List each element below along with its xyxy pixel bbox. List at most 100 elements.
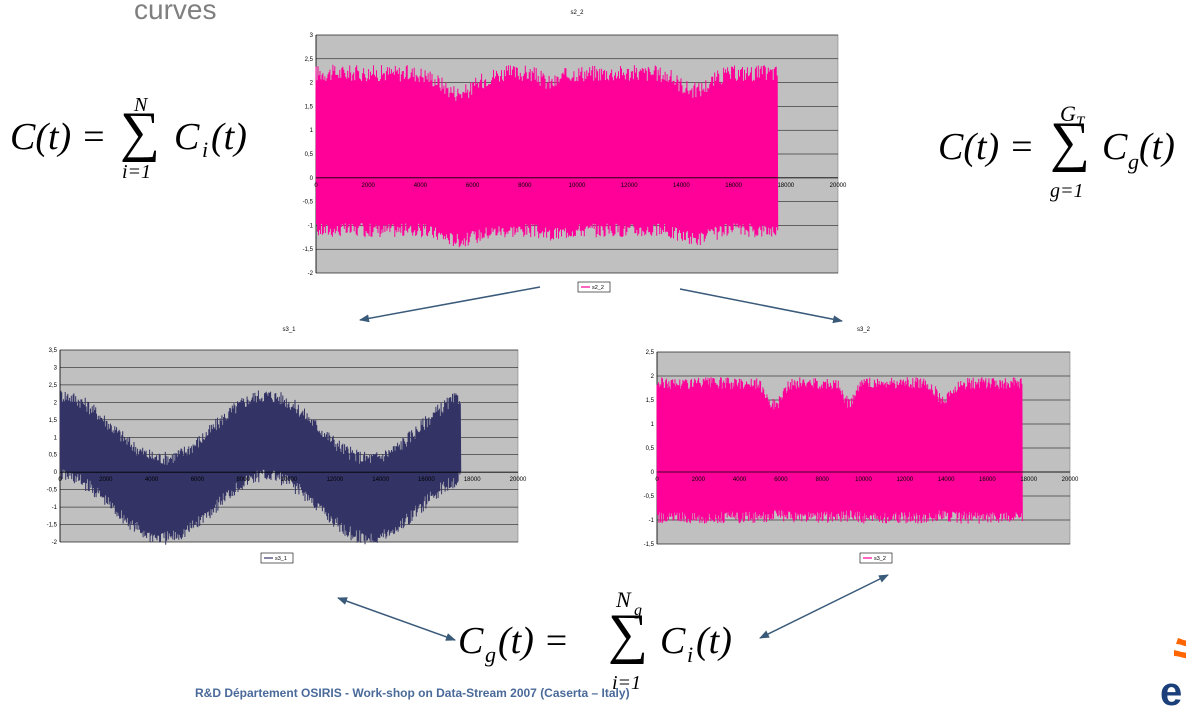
x-tick-label: 16000 bbox=[725, 183, 742, 189]
formula-bottom-top-sub: g bbox=[634, 602, 642, 619]
x-tick-label: 2000 bbox=[99, 477, 113, 483]
y-tick-label: 2,5 bbox=[49, 383, 58, 389]
edf-logo-icon bbox=[1174, 638, 1186, 659]
formula-bottom-lhs: C bbox=[458, 620, 484, 662]
x-tick-label: 4000 bbox=[733, 477, 747, 483]
x-tick-label: 0 bbox=[314, 183, 318, 189]
y-tick-label: 1 bbox=[54, 435, 58, 441]
x-tick-label: 12000 bbox=[621, 183, 638, 189]
x-tick-label: 2000 bbox=[362, 183, 376, 189]
y-tick-label: 2,5 bbox=[305, 57, 314, 63]
x-tick-label: 10000 bbox=[855, 477, 872, 483]
x-tick-label: 4000 bbox=[145, 477, 159, 483]
series-line bbox=[315, 64, 779, 248]
formula-right: C(t) = G T ∑ g=1 C g (t) bbox=[938, 100, 1186, 210]
y-tick-label: 0 bbox=[310, 176, 314, 182]
slide-footer: R&D Département OSIRIS - Work-shop on Da… bbox=[195, 686, 630, 700]
formula-bottom-term: C bbox=[660, 620, 686, 662]
x-tick-label: 16000 bbox=[979, 477, 996, 483]
x-tick-label: 8000 bbox=[816, 477, 830, 483]
formula-right-bottom: g=1 bbox=[1050, 180, 1084, 202]
x-tick-label: 0 bbox=[655, 477, 659, 483]
x-tick-label: 14000 bbox=[938, 477, 955, 483]
formula-left-top: N bbox=[134, 94, 148, 116]
formula-bottom-lhs-tail: (t) = bbox=[498, 620, 570, 662]
y-tick-label: 0 bbox=[54, 470, 58, 476]
formula-bottom-lhs-sub: g bbox=[485, 642, 496, 667]
legend-box bbox=[260, 552, 294, 564]
y-tick-label: -2 bbox=[52, 540, 58, 546]
y-tick-label: 2 bbox=[651, 374, 655, 380]
y-tick-label: -1 bbox=[649, 518, 655, 524]
y-tick-label: 0,5 bbox=[49, 453, 58, 459]
y-tick-label: -1,5 bbox=[644, 542, 655, 548]
x-tick-label: 0 bbox=[58, 477, 62, 483]
arrow-top-to-left bbox=[359, 286, 541, 323]
y-tick-label: 1 bbox=[310, 128, 314, 134]
x-tick-label: 6000 bbox=[466, 183, 480, 189]
y-tick-label: -0,5 bbox=[644, 494, 655, 500]
x-tick-label: 18000 bbox=[464, 477, 481, 483]
y-tick-label: 1,5 bbox=[49, 418, 58, 424]
y-tick-label: 2 bbox=[310, 81, 314, 87]
x-tick-label: 16000 bbox=[418, 477, 435, 483]
formula-left-term-tail: (t) bbox=[211, 116, 247, 158]
formula-right-top: G bbox=[1060, 101, 1076, 126]
chart-s3-2: s3_2 2,5 2 1,5 1 0,5 0 -0,5 -1 -1,5 0 2000 4000 6000 8… bbox=[644, 327, 1079, 564]
x-tick-label: 20000 bbox=[510, 477, 527, 483]
y-tick-label: -1 bbox=[308, 223, 314, 229]
y-tick-label: -1,5 bbox=[303, 247, 314, 253]
y-tick-label: 3 bbox=[54, 365, 58, 371]
legend-label: s3_2 bbox=[874, 556, 886, 562]
formula-bottom: C g (t) = N g ∑ i=1 C i (t) bbox=[458, 586, 748, 704]
formula-bottom-sum: ∑ bbox=[608, 603, 648, 665]
legend-box bbox=[859, 552, 893, 564]
x-tick-label: 10000 bbox=[281, 477, 298, 483]
formula-left: C(t) = N ∑ i=1 C i (t) bbox=[10, 94, 260, 185]
y-tick-label: -0,5 bbox=[303, 200, 314, 206]
x-tick-label: 12000 bbox=[896, 477, 913, 483]
formula-bottom-term-sub: i bbox=[687, 642, 694, 667]
x-tick-label: 18000 bbox=[1020, 477, 1037, 483]
y-tick-label: 2,5 bbox=[646, 350, 655, 356]
formula-right-term: C bbox=[1102, 126, 1128, 168]
x-tick-label: 12000 bbox=[326, 477, 343, 483]
x-tick-label: 20000 bbox=[1062, 477, 1079, 483]
x-tick-label: 2000 bbox=[692, 477, 706, 483]
chart-s3-1: s3_13,532,521,510,50-0,5-1-1,5-20 2000 400… bbox=[47, 327, 527, 564]
formula-left-lhs: C(t) = bbox=[10, 116, 107, 158]
chart-title: s3_2 bbox=[857, 327, 871, 333]
y-tick-label: 1,5 bbox=[646, 398, 655, 404]
x-tick-label: 18000 bbox=[777, 183, 794, 189]
legend-label: s3_1 bbox=[275, 556, 287, 562]
formula-left-sum: ∑ bbox=[120, 101, 160, 163]
edf-logo-letter: e bbox=[1160, 670, 1183, 714]
x-tick-label: 14000 bbox=[673, 183, 690, 189]
arrow-right-to-bottom bbox=[759, 574, 889, 639]
y-tick-label: 0,5 bbox=[305, 152, 314, 158]
chart-s2-2: s2_2 3 2,5 2 1,5 1 0,5 0 -0,5 -1 -1,5 -2 0 2000 4000 60… bbox=[303, 10, 847, 293]
arrow-left-to-bottom bbox=[337, 597, 456, 641]
formula-left-term-sub: i bbox=[202, 137, 209, 162]
x-tick-label: 14000 bbox=[372, 477, 389, 483]
y-tick-label: 0,5 bbox=[646, 446, 655, 452]
formula-right-term-sub: g bbox=[1128, 149, 1139, 174]
x-tick-label: 8000 bbox=[518, 183, 532, 189]
legend-box bbox=[577, 281, 611, 293]
x-tick-label: 6000 bbox=[191, 477, 205, 483]
formula-bottom-top: N bbox=[616, 587, 631, 612]
formula-bottom-bottom: i=1 bbox=[612, 672, 642, 694]
series-line bbox=[59, 390, 462, 545]
x-tick-label: 20000 bbox=[830, 183, 847, 189]
y-tick-label: -1,5 bbox=[47, 523, 58, 529]
formula-right-top-sub: T bbox=[1076, 114, 1085, 130]
chart-title: s3_1 bbox=[282, 327, 296, 333]
legend-label: s2_2 bbox=[592, 285, 604, 291]
formula-right-sum: ∑ bbox=[1050, 111, 1090, 173]
y-tick-label: 3 bbox=[310, 33, 314, 39]
x-tick-label: 8000 bbox=[237, 477, 251, 483]
y-tick-label: -1 bbox=[52, 505, 58, 511]
y-tick-label: 0 bbox=[651, 470, 655, 476]
x-tick-label: 10000 bbox=[569, 183, 586, 189]
